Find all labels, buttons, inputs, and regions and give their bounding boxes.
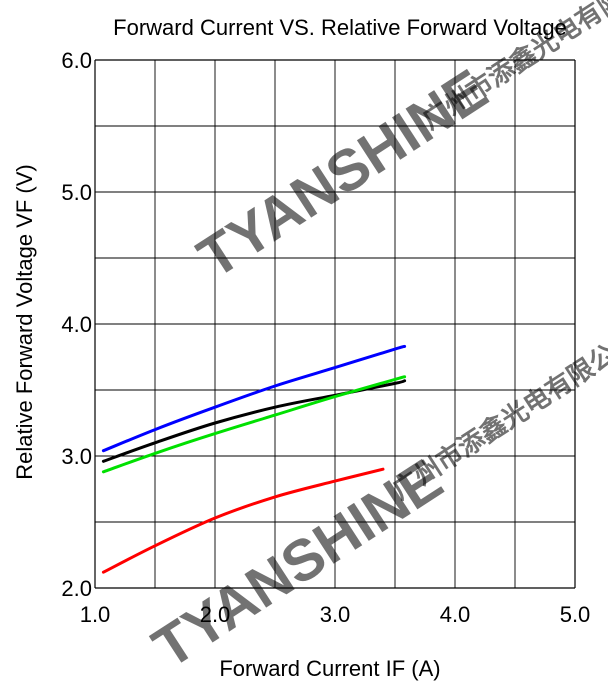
y-tick-label: 3.0 [61,444,92,469]
x-tick-label: 3.0 [320,602,351,627]
watermark: TYANSHINE TYANSHINE 广州市添鑫光电有限公司 广州市添鑫光电有… [142,0,608,681]
tick-labels: 1.0 2.0 3.0 4.0 5.02.03.04.05.06.0 [61,48,590,627]
y-tick-label: 4.0 [61,312,92,337]
y-tick-label: 5.0 [61,180,92,205]
x-tick-label: 5.0 [560,602,591,627]
series-layer [101,344,407,574]
grid [94,59,576,589]
x-tick-label: 2.0 [200,602,231,627]
x-tick-label: 4.0 [440,602,471,627]
y-tick-label: 6.0 [61,48,92,73]
chart-title: Forward Current VS. Relative Forward Vol… [113,15,567,40]
series-line-2 [101,379,407,463]
y-axis-label: Relative Forward Voltage VF (V) [12,164,37,479]
y-tick-label: 2.0 [61,576,92,601]
x-axis-label: Forward Current IF (A) [219,656,440,681]
series-line-4 [101,467,385,574]
series-line-3 [101,375,407,474]
x-tick-label: 1.0 [80,602,111,627]
series-line-1 [101,344,407,453]
